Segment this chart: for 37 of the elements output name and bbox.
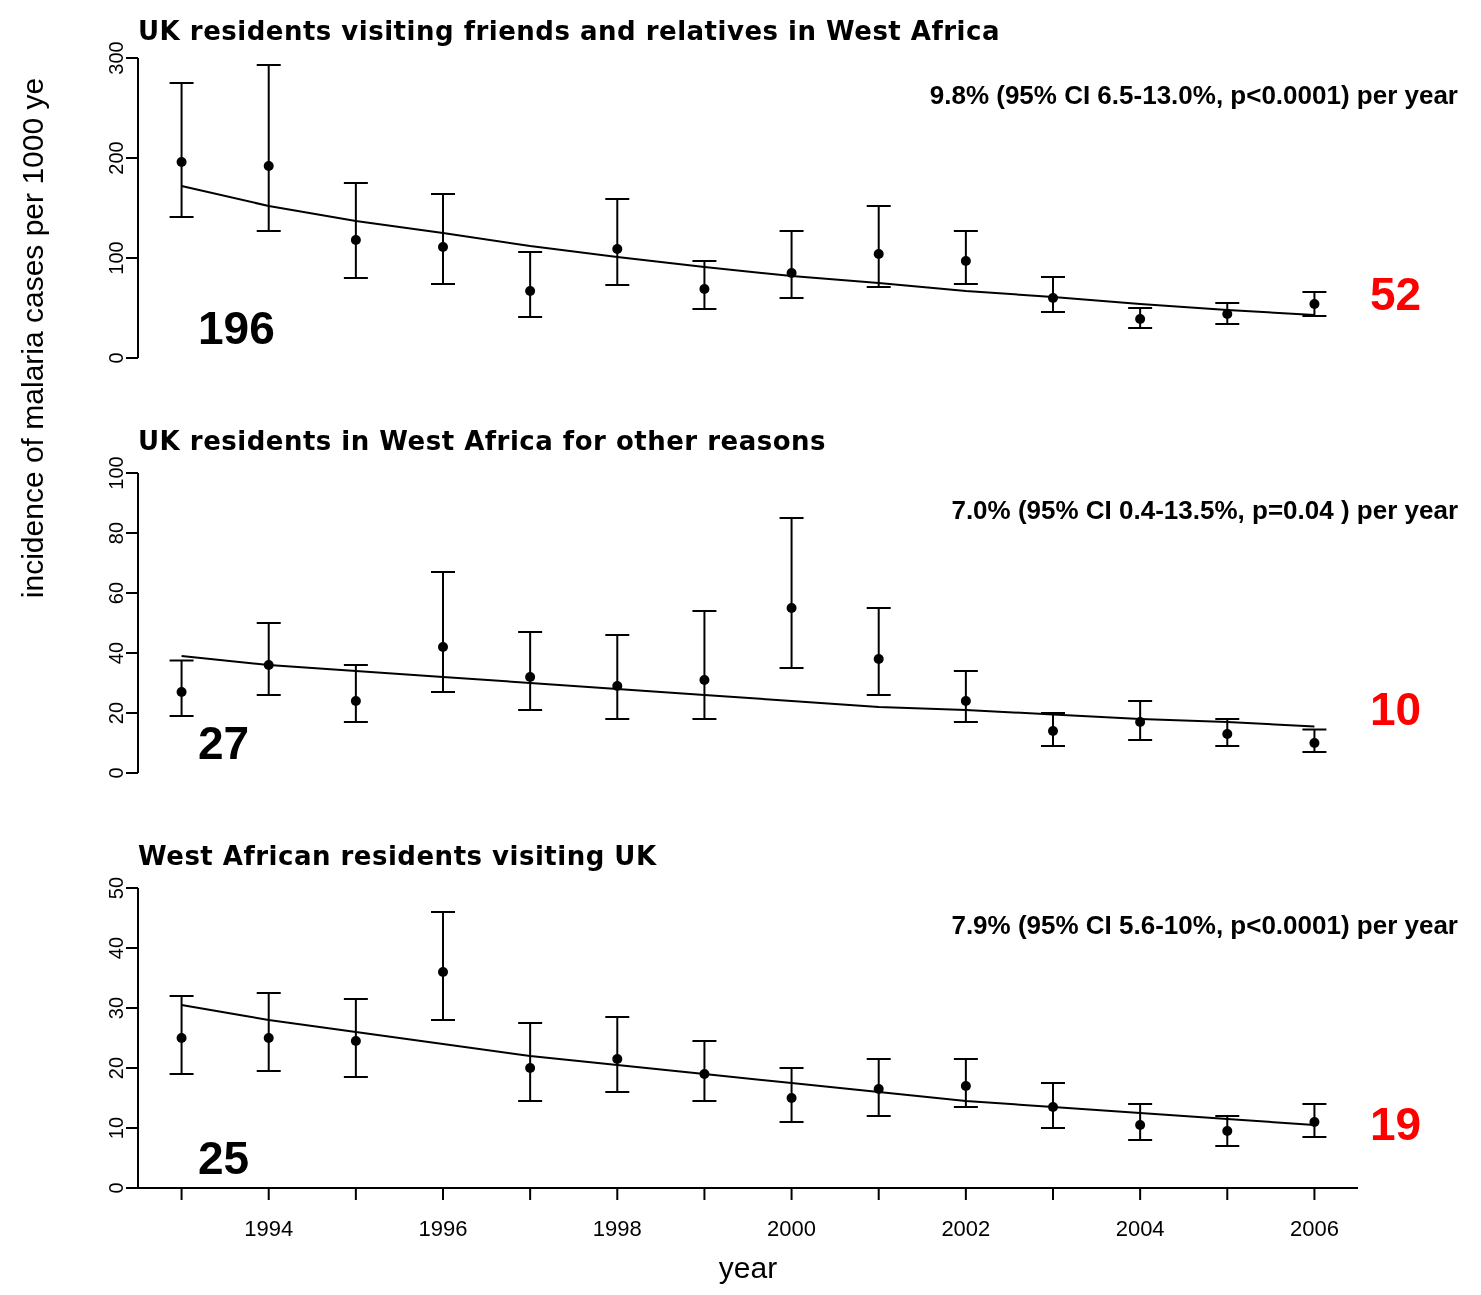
y-tick-label: 0	[105, 1182, 128, 1194]
y-tick-label: 200	[105, 141, 128, 175]
y-tick-label: 80	[105, 521, 128, 545]
y-tick-label: 10	[105, 1116, 128, 1140]
y-tick-label: 0	[105, 352, 128, 364]
text: 52	[1370, 268, 1422, 320]
chart-title: UK residents in West Africa for other reasons	[138, 426, 827, 456]
x-tick-label: 2002	[941, 1215, 991, 1241]
y-tick-label: 50	[105, 876, 128, 900]
chart-title: UK residents visiting friends and relatives in West Africa	[138, 16, 1000, 46]
annotation: 7.9% (95% CI 5.6-10%, p<0.0001) per year	[951, 910, 1458, 941]
y-axis-title: incidence of malaria cases per 1000 ye	[15, 76, 50, 601]
text: 19	[1370, 1098, 1422, 1150]
annotation: 9.8% (95% CI 6.5-13.0%, p<0.0001) per year	[929, 80, 1458, 111]
chart-title: West African residents visiting UK	[138, 841, 657, 871]
y-tick-label: 300	[105, 41, 128, 75]
annotation: 27	[198, 717, 250, 769]
y-tick-label: 20	[105, 701, 128, 725]
x-tick-label: 2000	[767, 1215, 817, 1241]
annotation: 7.0% (95% CI 0.4-13.5%, p=0.04 ) per year	[951, 495, 1458, 526]
x-tick-label: 2006	[1289, 1215, 1339, 1241]
y-tick-label: 30	[105, 996, 128, 1020]
x-tick-label: 1994	[244, 1215, 294, 1241]
annotation: 196	[198, 302, 275, 354]
x-tick-label: 1996	[418, 1215, 468, 1241]
y-tick-label: 100	[105, 241, 128, 275]
y-tick-label: 100	[105, 456, 128, 490]
y-tick-label: 0	[105, 767, 128, 779]
x-tick-label: 2004	[1115, 1215, 1165, 1241]
text: 10	[1370, 683, 1422, 735]
y-tick-label: 60	[105, 581, 128, 605]
x-axis-title: year	[718, 1251, 778, 1284]
y-tick-label: 40	[105, 641, 128, 665]
y-tick-label: 40	[105, 936, 128, 960]
y-tick-label: 20	[105, 1056, 128, 1080]
x-tick-label: 1998	[592, 1215, 642, 1241]
annotation: 25	[198, 1132, 250, 1184]
